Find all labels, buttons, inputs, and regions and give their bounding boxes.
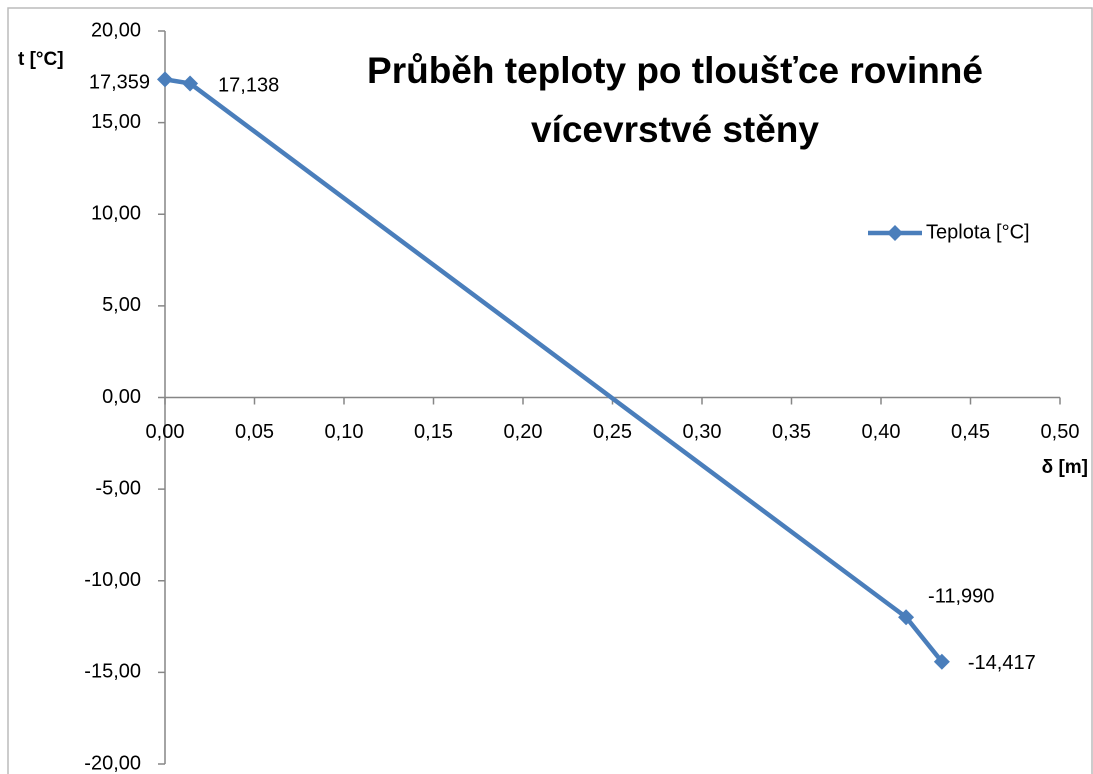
x-tick-label: 0,45 [951, 421, 990, 443]
marker [933, 653, 950, 670]
data-label: 17,359 [89, 72, 150, 94]
marker [157, 71, 173, 88]
x-tick-label: 0,25 [593, 421, 632, 443]
y-tick-label: 20,00 [91, 19, 141, 41]
data-label: 17,138 [218, 75, 279, 97]
data-label: -11,990 [928, 585, 994, 607]
y-tick-label: -20,00 [84, 752, 141, 774]
legend-marker [887, 225, 903, 241]
y-axis-title: t [°C] [18, 49, 64, 70]
marker [898, 609, 915, 626]
x-tick-label: 0,20 [504, 421, 543, 443]
x-tick-label: 0,30 [683, 421, 722, 443]
chart-title: Průběh teploty po tloušťce rovinné [367, 50, 983, 91]
x-tick-label: 0,40 [862, 421, 901, 443]
x-tick-label: 0,35 [772, 421, 811, 443]
chart-title: vícevrstvé stěny [531, 109, 819, 150]
y-tick-label: -5,00 [95, 477, 141, 499]
chart-border [7, 7, 1093, 774]
y-tick-label: -15,00 [84, 661, 141, 683]
y-tick-label: 10,00 [91, 203, 141, 225]
marker [182, 75, 199, 92]
series-line [164, 77, 944, 664]
data-label: -14,417 [968, 652, 1036, 674]
y-tick-label: 5,00 [102, 294, 141, 316]
x-tick-label: 0,10 [325, 421, 364, 443]
x-axis-title: δ [m] [1042, 457, 1088, 478]
x-tick-label: 0,05 [235, 421, 274, 443]
y-tick-label: 0,00 [102, 386, 141, 408]
x-tick-label: 0,00 [146, 421, 185, 443]
y-tick-label: 15,00 [91, 111, 141, 133]
y-tick-label: -10,00 [84, 569, 141, 591]
x-tick-label: 0,15 [414, 421, 453, 443]
x-tick-label: 0,50 [1041, 421, 1080, 443]
legend-label: Teplota [°C] [926, 221, 1030, 243]
